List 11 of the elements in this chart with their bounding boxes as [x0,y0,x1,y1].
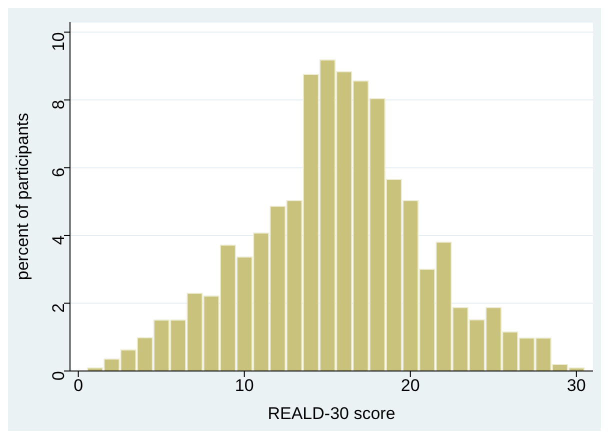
x-axis-title: REALD-30 score [268,404,396,423]
x-tick-label: 10 [234,376,254,396]
y-tick-label: 8 [49,100,68,110]
x-tick-label: 20 [400,376,420,396]
y-tick-label: 2 [49,303,68,313]
y-tick-label: 10 [49,32,68,52]
y-tick-label: 4 [49,235,68,245]
y-axis-title: percent of participants [13,112,32,280]
x-tick-label: 30 [566,376,586,396]
y-tick-label: 6 [49,168,68,178]
x-tick-label: 0 [74,376,84,396]
